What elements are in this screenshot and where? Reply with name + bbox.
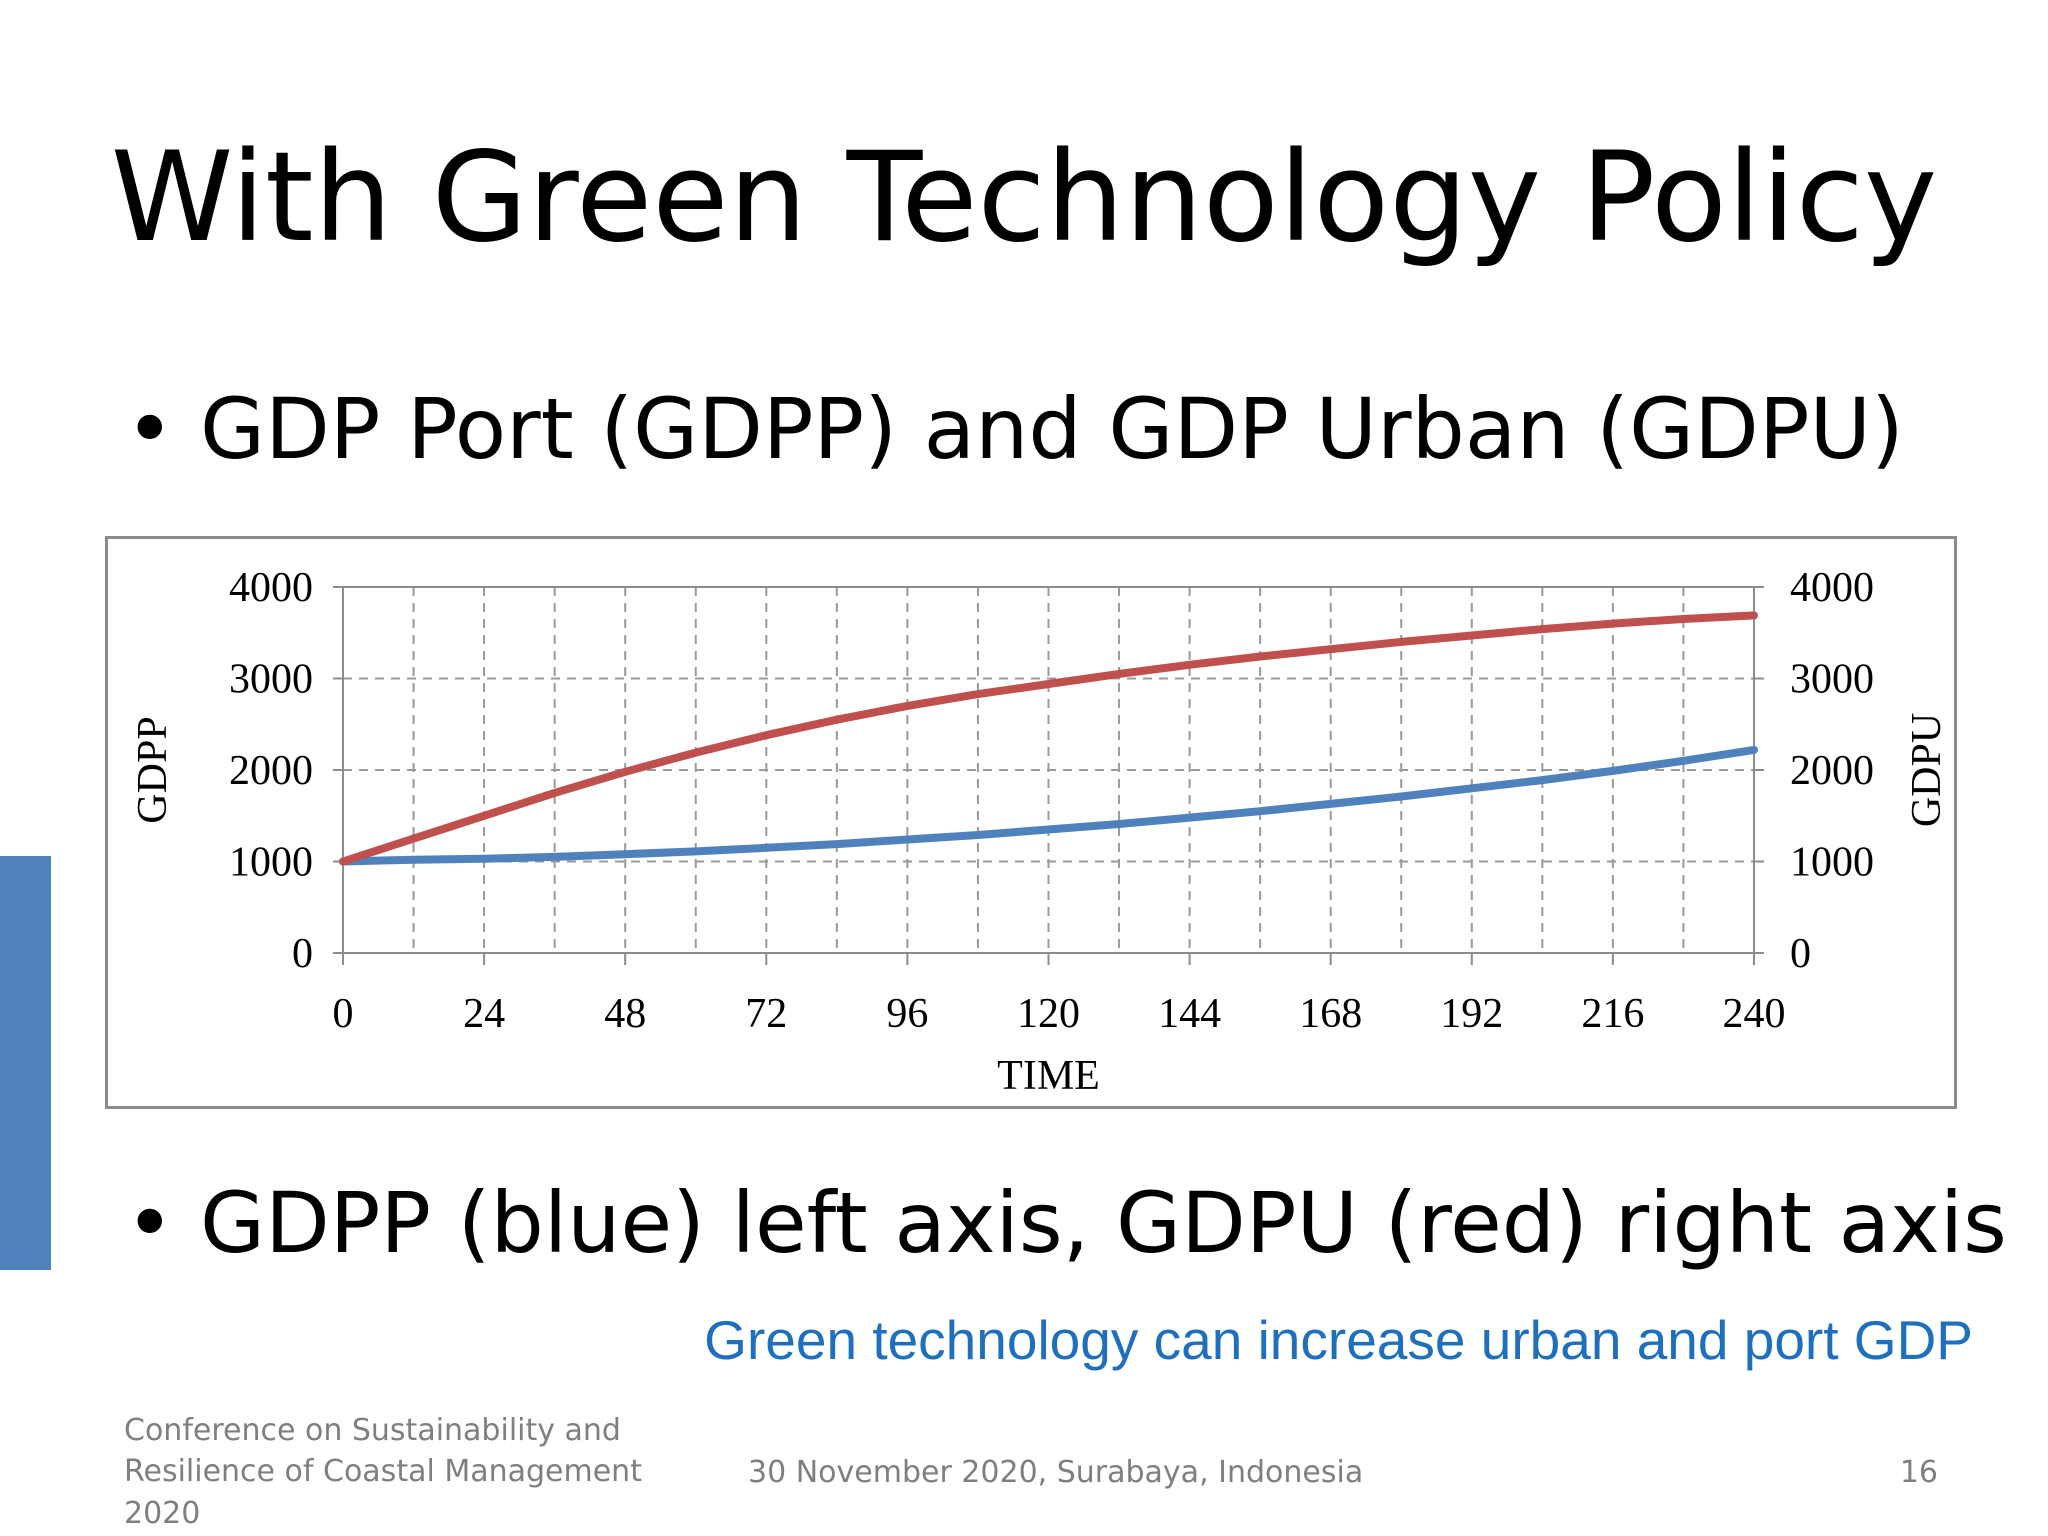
x-tick-label: 96 (886, 991, 928, 1037)
chart-frame: 0 1000 2000 3000 4000 0 1000 2000 3000 4000 0 24 48 7… (105, 536, 1957, 1109)
gdp-chart: 0 1000 2000 3000 4000 0 1000 2000 3000 4000 0 24 48 7… (130, 565, 1950, 1099)
y-left-tick-label: 3000 (229, 657, 313, 703)
y-right-tick-label: 4000 (1790, 565, 1874, 611)
y-right-tick-label: 2000 (1790, 748, 1874, 794)
y-left-tick-label: 0 (292, 931, 313, 977)
bullet-gdp-port-urban: • GDP Port (GDPP) and GDP Urban (GDPU) (125, 380, 1904, 478)
footer-page-number: 16 (1899, 1455, 1938, 1490)
x-tick-label: 192 (1440, 991, 1503, 1037)
x-tick-label: 120 (1017, 991, 1080, 1037)
x-tick-label: 240 (1723, 991, 1786, 1037)
y-right-axis-title: GDPU (1904, 713, 1950, 827)
footer-date-location: 30 November 2020, Surabaya, Indonesia (748, 1455, 1364, 1490)
footer-conference: Conference on Sustainability and Resilie… (124, 1413, 642, 1531)
x-tick-label: 168 (1299, 991, 1362, 1037)
accent-bar (0, 856, 51, 1270)
bullet-axis-note: • GDPP (blue) left axis, GDPU (red) right… (125, 1174, 2007, 1272)
bullet-dot: • (125, 1174, 175, 1272)
x-tick-label: 72 (745, 991, 787, 1037)
slide-title: With Green Technology Policy (110, 126, 1938, 270)
y-left-tick-label: 2000 (229, 748, 313, 794)
y-left-tick-label: 1000 (229, 840, 313, 886)
y-right-tick-label: 1000 (1790, 840, 1874, 886)
x-tick-label: 24 (463, 991, 505, 1037)
y-left-axis-title: GDPP (130, 716, 176, 823)
callout-text: Green technology can increase urban and … (704, 1309, 1973, 1371)
x-tick-label: 48 (604, 991, 646, 1037)
y-right-tick-label: 3000 (1790, 657, 1874, 703)
x-tick-label: 216 (1581, 991, 1644, 1037)
y-left-tick-label: 4000 (229, 565, 313, 611)
bullet-dot: • (125, 380, 175, 478)
x-tick-label: 0 (333, 991, 354, 1037)
series-line-gdpu (339, 611, 1758, 866)
y-right-tick-label: 0 (1790, 931, 1811, 977)
bullet-text: GDPP (blue) left axis, GDPU (red) right … (200, 1174, 2007, 1272)
series-line-gdpp (339, 745, 1758, 866)
x-tick-label: 144 (1158, 991, 1221, 1037)
bullet-text: GDP Port (GDPP) and GDP Urban (GDPU) (200, 380, 1904, 478)
x-axis-title: TIME (997, 1053, 1100, 1099)
